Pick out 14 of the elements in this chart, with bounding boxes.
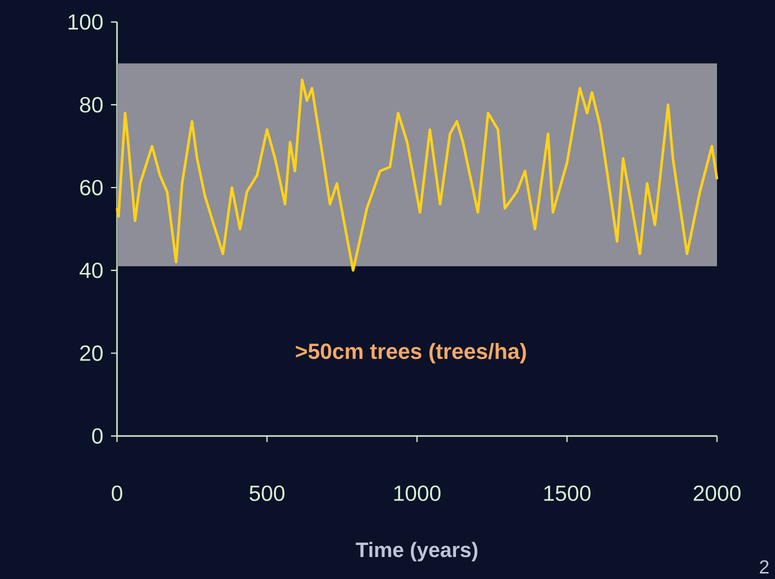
x-tick-label: 2000 bbox=[694, 486, 741, 502]
x-tick-label: 500 bbox=[250, 486, 284, 502]
y-tick-label: 0 bbox=[92, 428, 103, 444]
x-axis-title: Time (years) bbox=[356, 542, 478, 562]
y-tick-label: 60 bbox=[80, 180, 103, 196]
y-tick-label: 40 bbox=[80, 262, 103, 278]
x-tick-label: 1000 bbox=[394, 486, 441, 502]
annotation: >50cm trees (trees/ha) bbox=[296, 342, 526, 364]
x-tick-label: 1500 bbox=[544, 486, 591, 502]
y-tick-label: 20 bbox=[80, 345, 103, 361]
y-tick-label: 80 bbox=[80, 97, 103, 113]
text: 2 bbox=[760, 560, 769, 574]
x-tick-label: 0 bbox=[112, 486, 122, 502]
y-tick-label: 100 bbox=[68, 14, 103, 30]
